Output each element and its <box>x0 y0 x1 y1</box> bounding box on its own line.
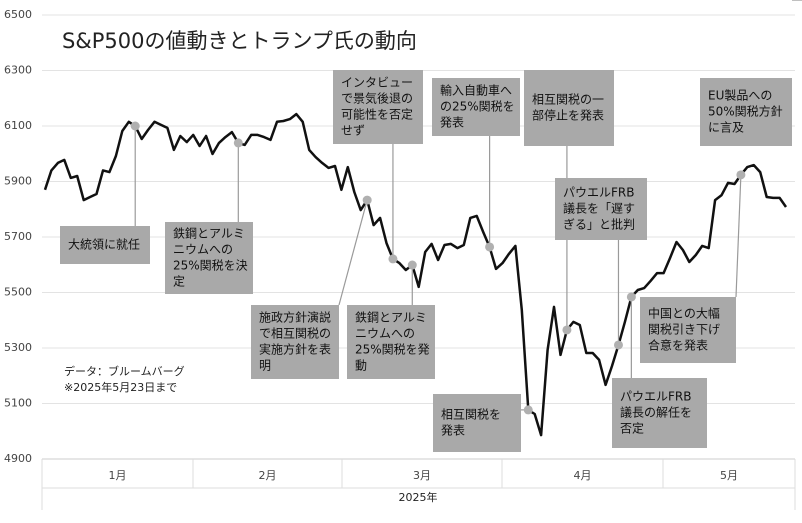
annotation-text: 部停止を発表 <box>532 108 604 123</box>
annotation-box <box>433 394 521 452</box>
source-note: データ：ブルームバーグ <box>64 364 185 378</box>
annotation-text: 50%関税方針 <box>708 104 783 119</box>
event-marker <box>523 405 533 415</box>
annotation-text: 実施方針を表 <box>259 342 331 357</box>
annotation-text: 可能性を否定 <box>341 107 413 122</box>
annotation-text: 25%関税を発 <box>355 343 430 357</box>
x-tick-label: 2月 <box>259 469 277 482</box>
annotation-text: 明 <box>259 359 271 373</box>
annotation-box <box>165 222 253 294</box>
event-marker <box>388 254 398 264</box>
event-marker <box>562 325 572 335</box>
annotation-text: で景気後退の <box>341 91 413 106</box>
annotation-text: 発表 <box>441 424 465 438</box>
x-tick-label: 5月 <box>720 469 738 482</box>
annotation-box <box>333 70 423 144</box>
annotation-text: 動 <box>355 359 367 373</box>
annotation-text: 議長の解任を <box>620 406 692 420</box>
annotation-text: 大統領に就任 <box>68 237 140 252</box>
annotation-text: 相互関税の一 <box>532 93 604 107</box>
y-tick-label: 6500 <box>4 8 32 21</box>
annotation-text: の25%関税を <box>440 100 515 114</box>
y-tick-label: 6300 <box>4 64 32 77</box>
annotation-text: 議長を「遅す <box>563 202 635 216</box>
y-tick-label: 6100 <box>4 119 32 132</box>
annotation-text: 輸入自動車へ <box>440 83 512 98</box>
annotation-text: せず <box>341 124 365 138</box>
annotation-text: 鉄鋼とアルミ <box>173 226 245 241</box>
annotation-box <box>640 297 736 363</box>
annotation-text: 合意を発表 <box>648 338 708 353</box>
annotation-text: で相互関税の <box>259 327 331 341</box>
annotation-text: パウエルFRB <box>563 186 634 200</box>
callout-line <box>735 174 742 298</box>
y-tick-label: 5700 <box>4 230 32 243</box>
date-note: ※2025年5月23日まで <box>64 380 177 394</box>
annotation-text: 関税引き下げ <box>648 323 720 337</box>
event-marker <box>485 242 495 252</box>
x-tick-label: 3月 <box>413 469 431 482</box>
annotation-text: 鉄鋼とアルミ <box>355 310 427 325</box>
event-marker <box>233 138 243 148</box>
annotation-text: EU製品への <box>708 89 772 103</box>
callout-line <box>338 199 368 306</box>
annotation-box <box>251 305 339 379</box>
event-marker <box>736 170 746 180</box>
y-tick-label: 4900 <box>4 452 32 465</box>
event-marker <box>613 340 623 350</box>
event-marker <box>362 195 372 205</box>
y-tick-label: 5500 <box>4 286 32 299</box>
annotation-text: パウエルFRB <box>620 390 691 404</box>
x-tick-label: 1月 <box>109 469 127 482</box>
annotation-text: 施政方針演説 <box>259 310 331 325</box>
event-marker <box>130 121 140 131</box>
annotation-text: 相互関税を <box>441 408 501 422</box>
x-axis-label: 2025年 <box>399 490 438 504</box>
annotation-text: 定 <box>173 274 185 289</box>
annotation-text: 中国との大幅 <box>648 306 720 321</box>
annotation-box <box>432 78 520 136</box>
annotation-box <box>612 378 707 448</box>
annotation-text: 25%関税を決 <box>173 259 248 273</box>
annotation-box <box>347 305 435 379</box>
annotation-text: ニウムへの <box>173 243 233 257</box>
annotation-box <box>524 70 614 146</box>
annotation-box <box>60 226 150 264</box>
event-marker <box>626 292 636 302</box>
y-tick-label: 5300 <box>4 341 32 354</box>
annotation-text: ニウムへの <box>355 327 415 341</box>
annotation-text: インタビュー <box>341 76 413 90</box>
y-tick-label: 5900 <box>4 175 32 188</box>
chart-title: S&P500の値動きとトランプ氏の動向 <box>62 29 417 53</box>
annotation-text: 発表 <box>440 116 464 130</box>
event-marker <box>407 260 417 270</box>
annotation-text: ぎる」と批判 <box>563 217 635 232</box>
price-line <box>43 112 788 437</box>
y-tick-label: 5100 <box>4 397 32 410</box>
x-tick-label: 4月 <box>574 469 592 482</box>
annotation-text: に言及 <box>708 121 744 135</box>
annotation-text: 否定 <box>620 421 644 436</box>
annotation-box <box>555 178 647 240</box>
annotation-box <box>700 78 792 146</box>
